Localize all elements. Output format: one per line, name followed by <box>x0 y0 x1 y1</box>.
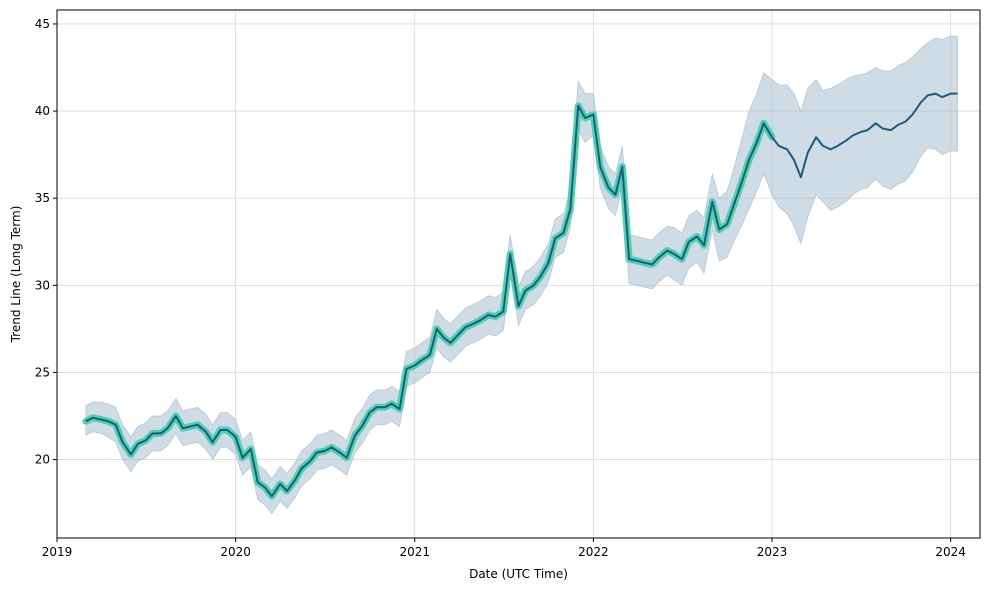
x-tick-label: 2023 <box>757 545 788 559</box>
x-tick-label: 2020 <box>220 545 251 559</box>
y-axis-label: Trend Line (Long Term) <box>9 206 23 344</box>
y-tick-label: 45 <box>35 17 50 31</box>
x-tick-label: 2022 <box>578 545 609 559</box>
y-tick-label: 40 <box>35 104 50 118</box>
x-axis-ticks: 2019 2020 2021 2022 2023 2024 <box>42 538 966 559</box>
y-tick-label: 30 <box>35 278 50 292</box>
trend-line <box>85 92 958 498</box>
confidence-band <box>85 35 958 515</box>
plot-frame <box>56 9 981 539</box>
x-tick-label: 2019 <box>42 545 73 559</box>
x-tick-label: 2024 <box>935 545 966 559</box>
trend-lines <box>82 92 958 500</box>
y-tick-label: 20 <box>35 453 50 467</box>
x-axis-label: Date (UTC Time) <box>469 567 568 581</box>
x-tick-label: 2021 <box>399 545 430 559</box>
confidence-band-area <box>85 35 958 515</box>
y-axis-ticks: 20 25 30 35 40 45 <box>35 17 57 467</box>
y-tick-label: 35 <box>35 191 50 205</box>
y-tick-label: 25 <box>35 365 50 379</box>
